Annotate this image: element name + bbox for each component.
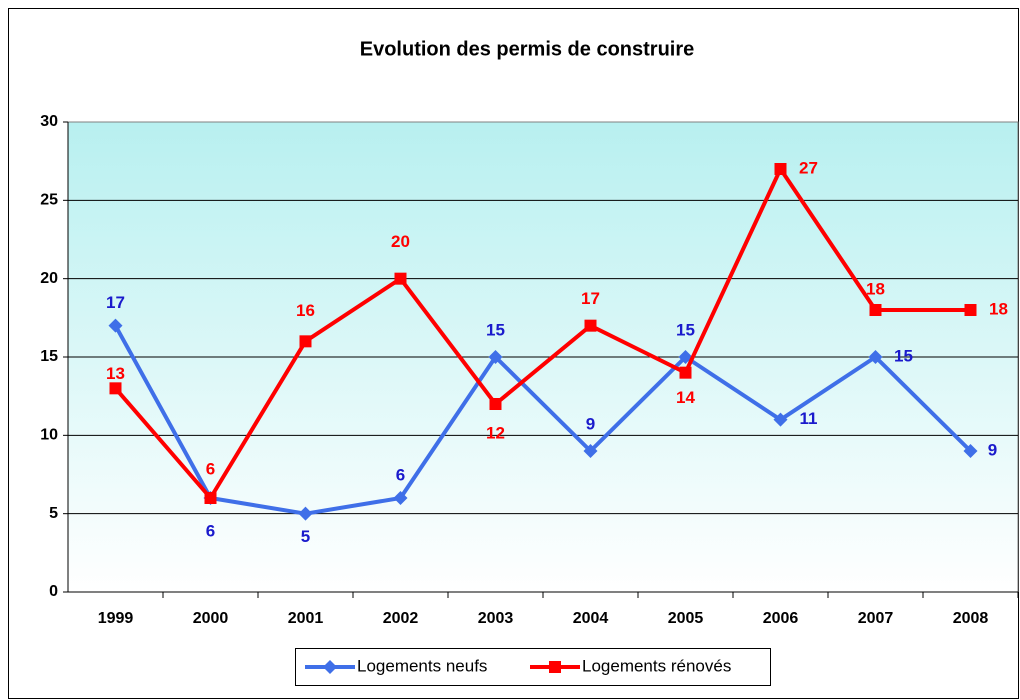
x-tick-label: 1999 <box>98 610 134 627</box>
series-line <box>113 324 972 516</box>
point <box>108 318 123 333</box>
point <box>488 350 503 364</box>
point <box>869 304 882 316</box>
point <box>584 319 597 332</box>
data-label: 12 <box>486 423 505 442</box>
point <box>868 350 883 364</box>
point <box>394 272 407 285</box>
point <box>204 492 217 504</box>
x-tick-label: 2008 <box>953 610 989 627</box>
legend-label: Logements rénovés <box>582 656 731 675</box>
x-tick-label: 2001 <box>288 610 324 627</box>
data-label: 6 <box>396 465 405 484</box>
chart-title: Evolution des permis de construire <box>360 38 695 60</box>
x-tick-label: 2007 <box>858 610 894 627</box>
data-label: 20 <box>391 232 410 251</box>
y-tick-label: 30 <box>40 113 58 130</box>
data-label: 13 <box>106 364 125 383</box>
x-tick-label: 2000 <box>193 610 229 627</box>
point <box>299 335 312 348</box>
y-tick-label: 20 <box>40 270 58 287</box>
point <box>964 304 977 316</box>
x-tick-label: 2005 <box>668 610 704 627</box>
legend-marker <box>549 661 561 673</box>
data-label: 15 <box>486 320 505 339</box>
point <box>109 382 122 395</box>
data-label: 6 <box>206 459 215 478</box>
point <box>679 366 692 379</box>
data-label: 18 <box>989 299 1008 318</box>
data-label: 17 <box>106 293 125 312</box>
x-tick-label: 2003 <box>478 610 514 627</box>
data-label: 16 <box>296 301 315 320</box>
data-label: 15 <box>676 320 695 339</box>
data-label: 11 <box>800 409 818 428</box>
y-tick-label: 25 <box>40 192 58 209</box>
data-label: 14 <box>676 388 695 407</box>
data-label: 6 <box>206 521 215 540</box>
data-label: 9 <box>586 414 595 433</box>
data-label: 5 <box>301 527 310 546</box>
data-label: 15 <box>894 346 913 365</box>
legend-label: Logements neufs <box>357 656 487 675</box>
point <box>393 491 408 505</box>
point <box>298 506 313 521</box>
x-tick-label: 2006 <box>763 610 799 627</box>
y-tick-label: 15 <box>40 348 58 365</box>
point <box>963 444 978 458</box>
x-tick-label: 2002 <box>383 610 419 627</box>
y-tick-label: 5 <box>49 505 58 522</box>
point <box>773 412 788 427</box>
series-line <box>113 167 971 500</box>
point <box>583 444 598 458</box>
point <box>489 398 502 410</box>
point <box>774 163 787 175</box>
data-label: 9 <box>988 440 997 459</box>
data-label: 18 <box>866 279 885 298</box>
legend-marker <box>323 660 337 674</box>
x-tick-label: 2004 <box>573 610 609 627</box>
y-tick-label: 0 <box>49 583 58 600</box>
data-label: 17 <box>581 289 600 308</box>
data-label: 27 <box>799 158 818 177</box>
y-tick-label: 10 <box>40 427 58 444</box>
